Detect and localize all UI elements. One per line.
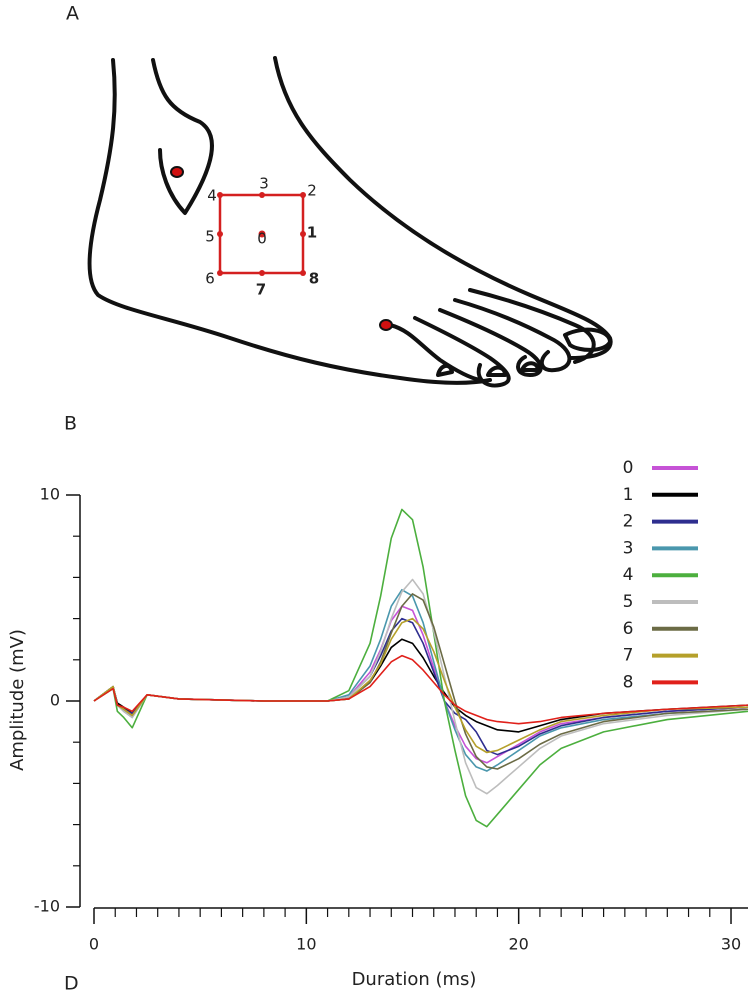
series-line (93, 588, 749, 772)
electrode-dots (217, 192, 306, 276)
electrode (217, 270, 223, 276)
y-tick-label: -10 (34, 897, 60, 916)
electrode (300, 231, 306, 237)
toenail (520, 361, 540, 372)
electrode-label: 1 (307, 224, 317, 242)
electrode (217, 231, 223, 237)
legend-label: 8 (623, 672, 634, 692)
y-tick-label: 10 (40, 485, 60, 504)
x-tick-label: 30 (721, 935, 741, 954)
reference-electrode (170, 166, 184, 178)
series-line (93, 617, 749, 756)
electrode-label: 6 (205, 270, 215, 288)
electrode-label: 4 (207, 187, 217, 205)
toe (438, 308, 543, 377)
x-tick-label: 20 (508, 935, 528, 954)
series-line (93, 508, 749, 828)
panel-label: A (66, 3, 79, 25)
x-tick-label: 0 (89, 935, 99, 954)
toe (468, 288, 596, 364)
electrode (259, 192, 265, 198)
electrode (300, 192, 306, 198)
panel-label: B (64, 413, 77, 435)
series-line (93, 578, 749, 795)
legend-label: 3 (623, 538, 634, 558)
electrode (300, 270, 306, 276)
legend-label: 5 (623, 592, 634, 612)
foot-drawing: 0 1 2 3 4 5 6 7 8 (87, 56, 613, 388)
electrode (258, 230, 266, 238)
legend-label: 1 (623, 485, 634, 505)
toenail (563, 327, 612, 352)
legend-label: 6 (623, 619, 634, 639)
foot-outline (87, 58, 492, 385)
electrode-label: 7 (256, 281, 266, 299)
y-axis-label: Amplitude (mV) (7, 629, 28, 771)
series-line (93, 617, 749, 754)
electrode-label: 3 (259, 175, 269, 193)
legend-label: 4 (623, 565, 634, 585)
panel-label: D (64, 973, 79, 995)
legend-label: 0 (623, 458, 634, 478)
ground-electrode (379, 319, 393, 331)
electrode (217, 192, 223, 198)
x-axis-label: Duration (ms) (352, 969, 477, 990)
electrode-label: 5 (205, 228, 215, 246)
series-line (93, 605, 749, 764)
y-tick-label: 0 (50, 691, 60, 710)
electrode-label: 0 (257, 230, 267, 248)
series-line (93, 593, 749, 770)
toenail (486, 365, 507, 377)
electrode (259, 270, 265, 276)
toe (388, 323, 482, 382)
toenail (436, 363, 454, 377)
legend-label: 7 (623, 646, 634, 666)
electrode-label: 2 (307, 182, 317, 200)
legend-label: 2 (623, 512, 634, 532)
x-tick-label: 10 (296, 935, 316, 954)
electrode-label: 8 (309, 270, 319, 288)
series-line (93, 654, 749, 725)
ankle-bone (151, 58, 214, 215)
toe (453, 298, 572, 373)
